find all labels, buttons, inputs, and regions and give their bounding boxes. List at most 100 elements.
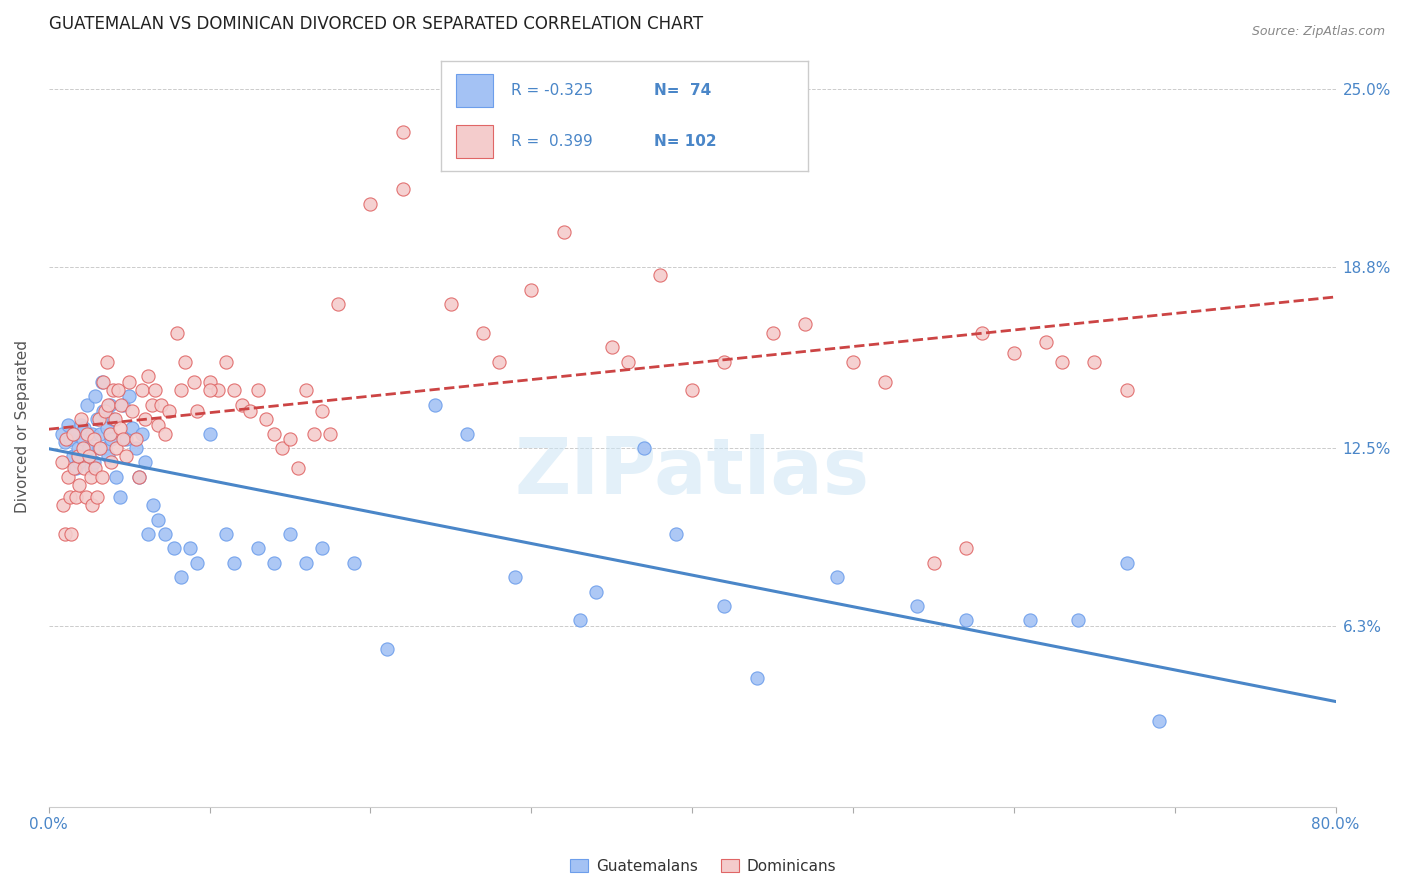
Point [118,375,141,389]
Point [98,398,121,412]
Point [53,435,76,450]
Point [1083,354,1105,368]
Point [70,417,93,432]
Text: ZIPatlas: ZIPatlas [515,434,870,510]
Point [311,541,333,556]
Point [62,426,84,441]
Point [157,403,180,417]
Point [90,375,112,389]
Point [93,403,115,417]
Point [65,461,87,475]
Point [108,490,131,504]
Legend: Guatemalans, Dominicans: Guatemalans, Dominicans [564,853,842,880]
Point [90,469,112,483]
Point [72,432,94,446]
Point [585,584,607,599]
Point [65,490,87,504]
Point [391,182,413,196]
Point [134,455,156,469]
Point [66,441,89,455]
Point [153,426,176,441]
Point [239,403,262,417]
Point [295,384,318,398]
Point [1147,714,1170,728]
Point [198,375,221,389]
Point [302,426,325,441]
Point [111,432,134,446]
Point [907,599,929,613]
Point [186,403,208,417]
Point [75,490,97,504]
Point [440,297,463,311]
Point [98,426,121,441]
Point [174,354,197,368]
Point [79,461,101,475]
Point [72,441,94,455]
Point [179,541,201,556]
Point [503,570,526,584]
Point [472,326,495,340]
Point [360,196,382,211]
Point [520,283,543,297]
Point [62,450,84,464]
Point [83,455,105,469]
Point [89,441,111,455]
Text: GUATEMALAN VS DOMINICAN DIVORCED OR SEPARATED CORRELATION CHART: GUATEMALAN VS DOMINICAN DIVORCED OR SEPA… [49,15,703,33]
Point [105,469,128,483]
Point [271,441,294,455]
Point [198,426,221,441]
Point [121,421,143,435]
Point [423,398,446,412]
Point [84,461,107,475]
Point [53,527,76,541]
Point [82,499,104,513]
Point [278,527,301,541]
Point [118,389,141,403]
Point [231,398,253,412]
Point [246,541,269,556]
Point [55,432,77,446]
Point [488,354,510,368]
Point [77,441,100,455]
Point [215,527,238,541]
Point [101,384,124,398]
Point [875,375,897,389]
Point [86,412,108,426]
Point [142,499,165,513]
Point [169,570,191,584]
Point [96,421,118,435]
Point [51,426,73,441]
Point [143,384,166,398]
Point [105,441,128,455]
Point [153,527,176,541]
Point [198,384,221,398]
Point [150,398,173,412]
Point [84,389,107,403]
Point [93,375,115,389]
Point [186,556,208,570]
Point [970,326,993,340]
Point [115,432,138,446]
Point [955,613,977,627]
Point [51,455,73,469]
Point [648,268,671,283]
Point [96,354,118,368]
Point [295,556,318,570]
Point [101,412,124,426]
Point [87,412,110,426]
Point [131,426,153,441]
Point [97,450,120,464]
Point [87,441,110,455]
Point [128,469,150,483]
Point [79,469,101,483]
Point [70,412,93,426]
Point [100,455,122,469]
Point [86,490,108,504]
Point [568,613,591,627]
Point [166,326,188,340]
Point [146,513,169,527]
Point [110,398,132,412]
Point [793,318,815,332]
Point [553,226,575,240]
Point [222,384,245,398]
